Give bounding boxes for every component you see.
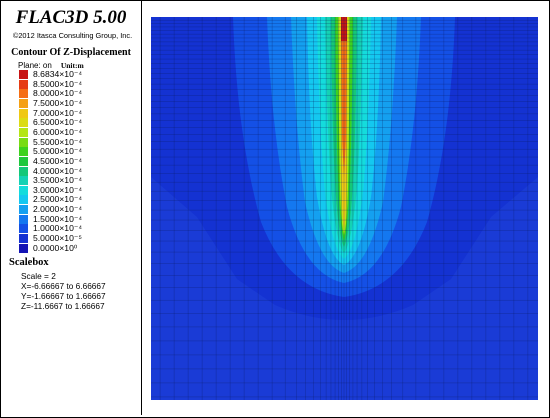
legend-label: 8.0000×10⁻⁴ [33, 88, 83, 99]
legend-label: 5.0000×10⁻⁴ [33, 146, 83, 157]
legend-row: 5.5000×10⁻⁴ [19, 136, 139, 148]
contour-plot[interactable] [151, 17, 538, 400]
legend-label: 3.0000×10⁻⁴ [33, 184, 83, 195]
legend-swatch [19, 127, 28, 137]
legend-label: 2.5000×10⁻⁴ [33, 194, 83, 205]
legend-swatch [19, 89, 28, 99]
contour-plot-svg [151, 17, 538, 400]
plane-status: Plane: on [18, 61, 52, 70]
legend-row: 8.6834×10⁻⁴ [19, 69, 139, 80]
legend-swatch [19, 205, 28, 215]
legend-row: 3.5000×10⁻⁴ [19, 175, 139, 186]
legend-row: 2.0000×10⁻⁴ [19, 204, 139, 215]
legend-swatch [19, 243, 28, 253]
legend-row: 4.5000×10⁻⁴ [19, 155, 139, 167]
legend-swatch [19, 137, 28, 147]
copyright-text: ©2012 Itasca Consulting Group, Inc. [12, 31, 133, 40]
legend-label: 1.0000×10⁻⁴ [33, 223, 83, 234]
legend-label: 7.0000×10⁻⁴ [33, 107, 83, 118]
legend-swatch [19, 176, 28, 186]
legend-row: 5.0000×10⁻⁴ [19, 146, 139, 157]
legend-swatch [19, 98, 28, 108]
legend-row: 8.0000×10⁻⁴ [19, 88, 139, 99]
legend-swatch [19, 234, 28, 244]
plane-line: Plane: on Unit:m [18, 61, 84, 70]
legend-label: 1.5000×10⁻⁴ [33, 213, 83, 224]
unit-label: Unit:m [60, 61, 84, 70]
legend-swatch [19, 70, 28, 79]
mesh-grid [151, 17, 538, 400]
legend-row: 2.5000×10⁻⁴ [19, 194, 139, 205]
legend-label: 8.6834×10⁻⁴ [33, 69, 83, 79]
legend-swatch [19, 195, 28, 205]
legend-row: 4.0000×10⁻⁴ [19, 165, 139, 177]
legend-swatch [19, 166, 28, 176]
legend-swatch [19, 156, 28, 166]
app-title: FLAC3D 5.00 [15, 7, 127, 28]
legend-panel: FLAC3D 5.00 ©2012 Itasca Consulting Grou… [1, 1, 142, 415]
legend-row: 1.0000×10⁻⁴ [19, 223, 139, 234]
legend-label: 0.0000×10⁰ [33, 242, 78, 253]
scale-value: Scale = 2 [21, 271, 56, 281]
legend-row: 5.0000×10⁻⁵ [19, 233, 139, 244]
y-range: Y=-1.66667 to 1.66667 [21, 291, 106, 301]
legend-row: 6.0000×10⁻⁴ [19, 126, 139, 138]
legend-row: 7.0000×10⁻⁴ [19, 107, 139, 119]
legend-label: 8.5000×10⁻⁴ [33, 78, 83, 89]
legend-swatch [19, 108, 28, 118]
legend-label: 4.0000×10⁻⁴ [33, 165, 83, 176]
legend-swatch [19, 79, 28, 89]
legend-label: 3.5000×10⁻⁴ [33, 175, 83, 186]
legend-row: 1.5000×10⁻⁴ [19, 213, 139, 225]
legend-label: 2.0000×10⁻⁴ [33, 204, 83, 215]
legend-swatch [19, 185, 28, 195]
contour-title: Contour Of Z-Displacement [11, 47, 131, 58]
legend-swatch [19, 214, 28, 224]
legend-label: 5.0000×10⁻⁵ [33, 233, 82, 244]
legend-label: 5.5000×10⁻⁴ [33, 136, 83, 147]
legend-row: 6.5000×10⁻⁴ [19, 117, 139, 128]
legend-label: 4.5000×10⁻⁴ [33, 155, 83, 166]
legend-row: 3.0000×10⁻⁴ [19, 184, 139, 196]
legend-swatch [19, 118, 28, 128]
legend-swatch [19, 224, 28, 234]
legend-label: 6.0000×10⁻⁴ [33, 126, 83, 137]
scalebox-title: Scalebox [9, 257, 49, 268]
contour-band-11 [341, 17, 347, 177]
legend-label: 7.5000×10⁻⁴ [33, 97, 83, 108]
contour-peak [341, 17, 347, 41]
z-range: Z=-11.6667 to 1.66667 [21, 301, 105, 311]
legend-row: 8.5000×10⁻⁴ [19, 78, 139, 90]
legend-row: 0.0000×10⁰ [19, 242, 139, 254]
legend-label: 6.5000×10⁻⁴ [33, 117, 83, 128]
legend-swatch [19, 147, 28, 157]
x-range: X=-6.66667 to 6.66667 [21, 281, 106, 291]
legend-row: 7.5000×10⁻⁴ [19, 97, 139, 109]
